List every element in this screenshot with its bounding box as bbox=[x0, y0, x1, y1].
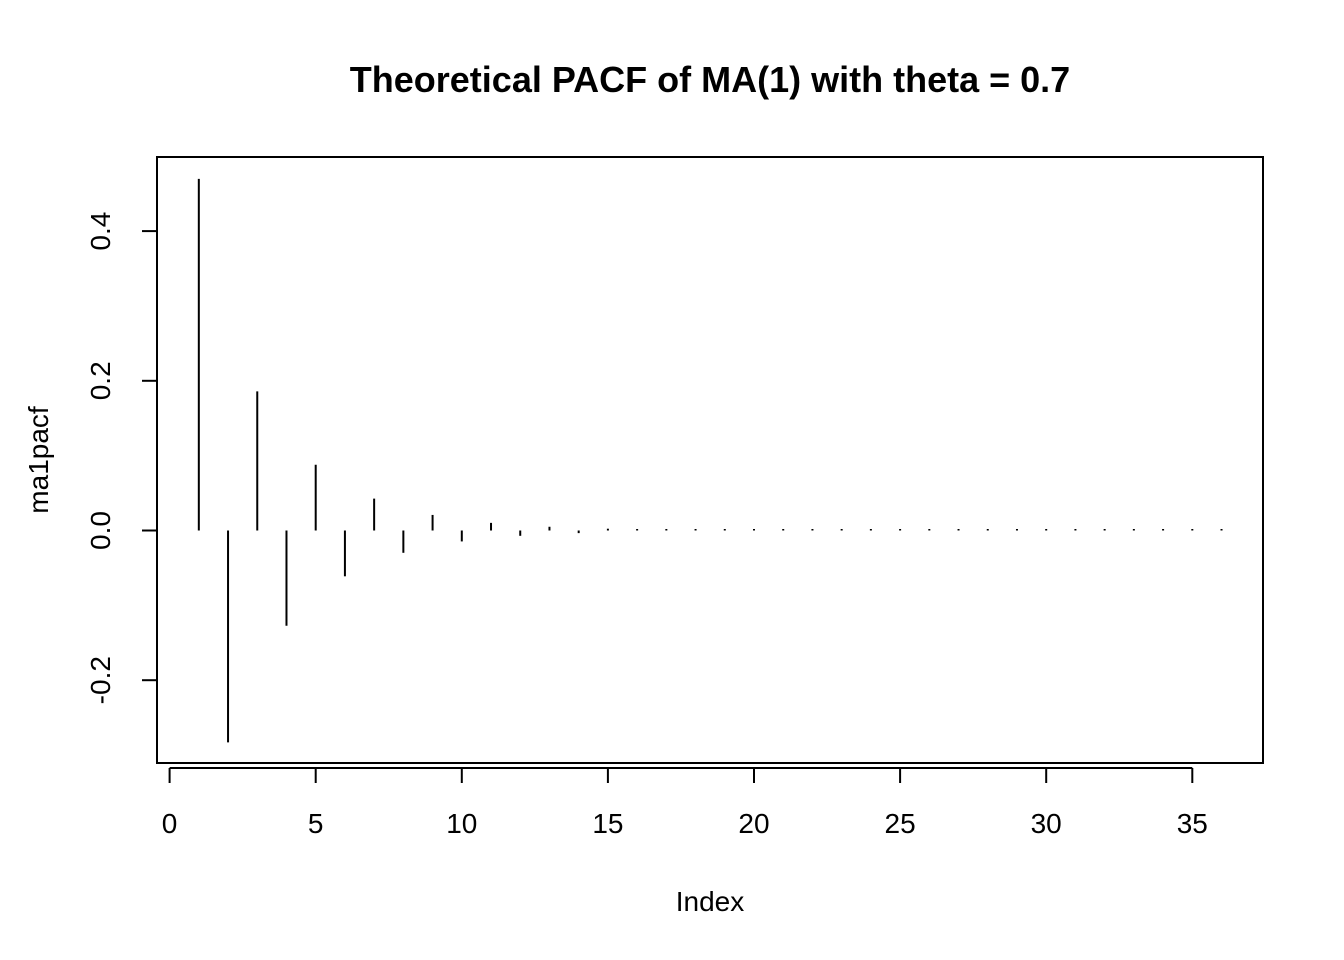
y-axis: -0.2 0.0 0.2 0.4 bbox=[85, 212, 158, 704]
pacf-bars bbox=[197, 178, 1223, 743]
x-tick-label: 15 bbox=[592, 808, 623, 839]
x-axis-label: Index bbox=[676, 886, 745, 917]
x-tick-label: 10 bbox=[446, 808, 477, 839]
x-tick-label: 25 bbox=[885, 808, 916, 839]
plot-frame bbox=[156, 156, 1264, 764]
y-tick-label: 0.2 bbox=[85, 361, 116, 400]
x-tick-label: 0 bbox=[162, 808, 178, 839]
x-tick-label: 5 bbox=[308, 808, 324, 839]
x-tick-label: 20 bbox=[738, 808, 769, 839]
chart-title: Theoretical PACF of MA(1) with theta = 0… bbox=[350, 59, 1070, 100]
y-tick-label: 0.0 bbox=[85, 511, 116, 550]
x-tick-label: 30 bbox=[1031, 808, 1062, 839]
y-tick-label: -0.2 bbox=[85, 656, 116, 704]
y-tick-label: 0.4 bbox=[85, 212, 116, 251]
x-axis: 0 5 10 15 20 25 30 35 bbox=[162, 767, 1208, 839]
x-tick-label: 35 bbox=[1177, 808, 1208, 839]
y-axis-label: ma1pacf bbox=[23, 406, 54, 514]
